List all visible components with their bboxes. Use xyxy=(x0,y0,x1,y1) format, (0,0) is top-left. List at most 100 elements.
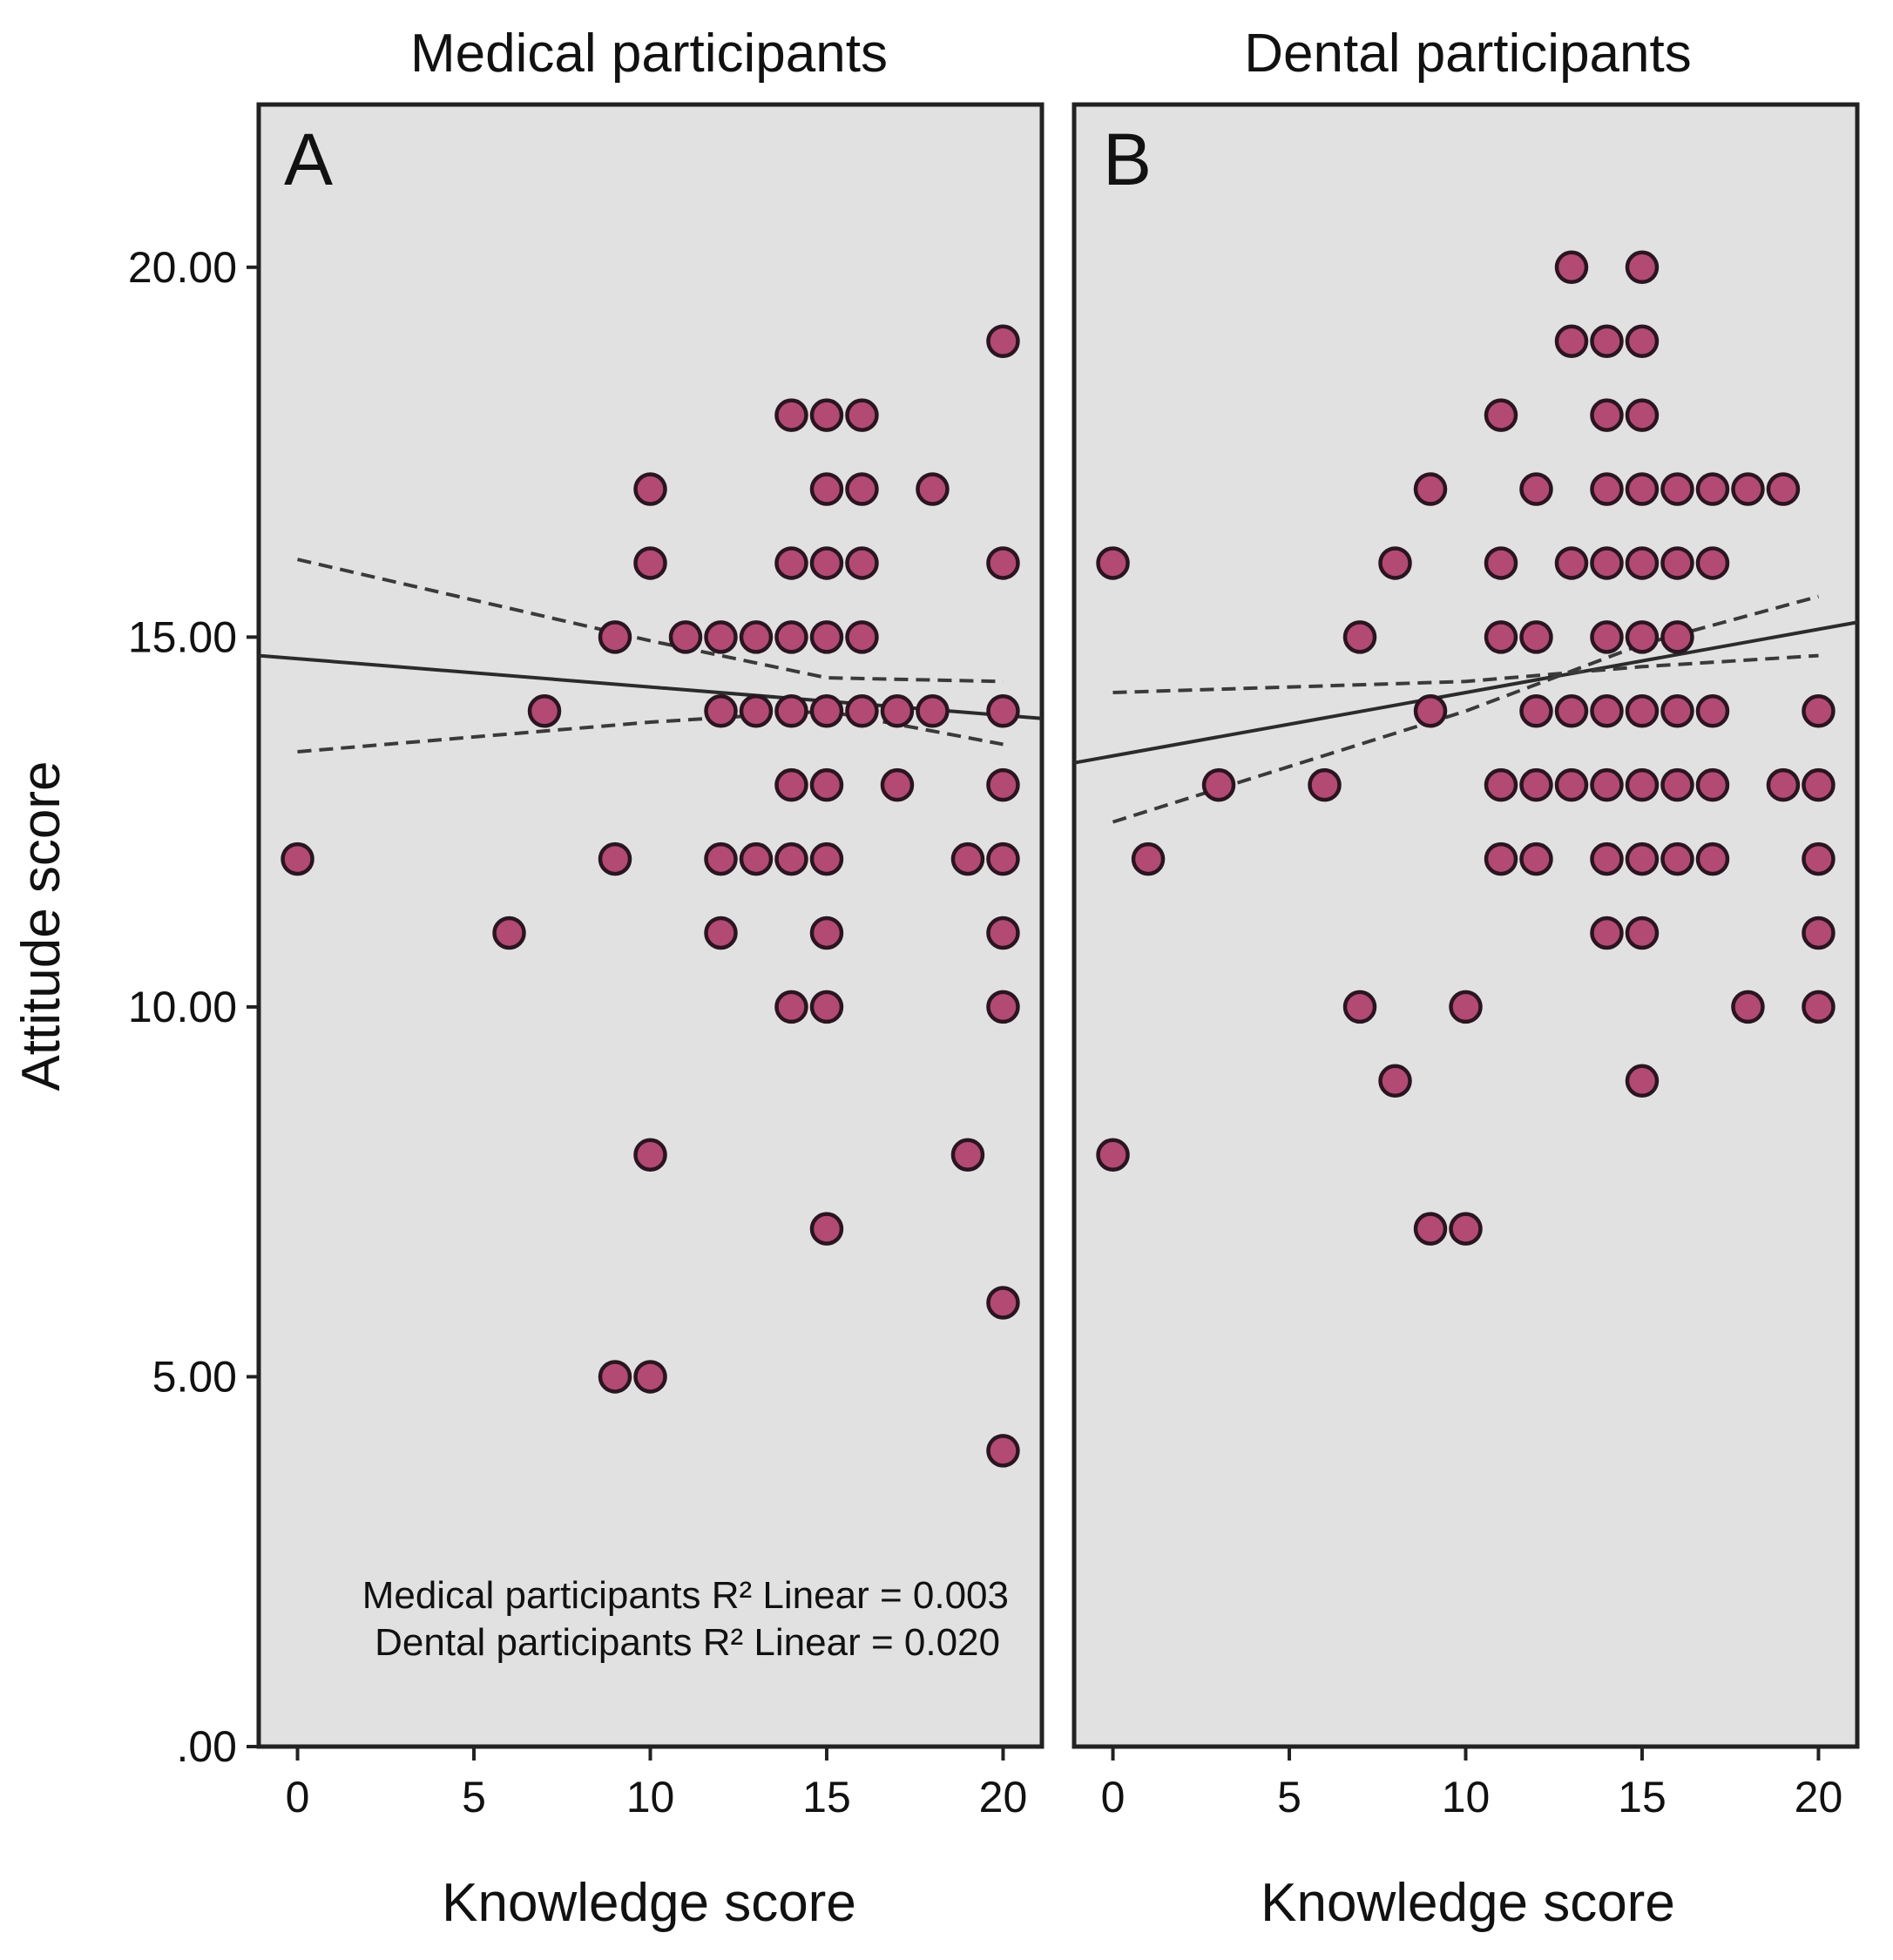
data-point xyxy=(1096,546,1130,580)
data-point xyxy=(598,620,632,654)
data-point xyxy=(986,767,1020,802)
x-axis-title-medical: Knowledge score xyxy=(442,1873,856,1933)
panel-medical: Medical participants A .005.0010.0015.00… xyxy=(128,24,1045,1933)
data-point xyxy=(492,916,526,950)
data-point xyxy=(598,1360,632,1394)
data-point xyxy=(1695,546,1730,580)
data-point xyxy=(1554,250,1589,285)
data-point xyxy=(845,694,879,728)
data-point xyxy=(739,620,774,654)
ci-upper-medical xyxy=(297,558,1004,684)
legend-line-dental: Dental participants R² Linear = 0.020 xyxy=(375,1621,1000,1664)
data-point xyxy=(1201,767,1236,802)
data-point xyxy=(1695,767,1730,802)
ci-upper-dental xyxy=(1112,653,1819,694)
points-medical xyxy=(281,324,1020,1468)
data-point xyxy=(809,694,844,728)
data-point xyxy=(704,916,738,950)
data-point xyxy=(1625,1064,1660,1098)
data-point xyxy=(1625,694,1660,728)
data-point xyxy=(1802,694,1836,728)
data-point xyxy=(1590,694,1624,728)
data-point xyxy=(704,841,738,876)
data-point xyxy=(809,990,844,1024)
data-point xyxy=(1660,546,1694,580)
x-tick-label: 15 xyxy=(1618,1773,1667,1821)
data-point xyxy=(1695,841,1730,876)
y-tick-label: 10.00 xyxy=(128,983,237,1031)
data-point xyxy=(1554,767,1589,802)
data-point xyxy=(986,1286,1020,1320)
data-point xyxy=(281,841,314,876)
data-point xyxy=(1342,620,1377,654)
data-point xyxy=(986,990,1020,1024)
data-point xyxy=(1590,472,1624,506)
data-point xyxy=(774,694,808,728)
plot-area-dental xyxy=(1072,102,1860,1749)
data-point xyxy=(916,694,950,728)
data-point xyxy=(1802,841,1836,876)
data-point xyxy=(1590,767,1624,802)
data-point xyxy=(845,472,879,506)
data-point xyxy=(986,916,1020,950)
data-point xyxy=(1342,990,1377,1024)
ci-lower-dental xyxy=(1112,594,1820,824)
data-point xyxy=(1802,916,1836,950)
data-point xyxy=(1731,990,1765,1024)
x-tick-label: 0 xyxy=(286,1773,310,1821)
data-point xyxy=(809,620,844,654)
data-point xyxy=(1413,1212,1448,1246)
data-point xyxy=(774,546,808,580)
data-point xyxy=(633,472,667,506)
data-point xyxy=(774,620,808,654)
x-tick-label: 15 xyxy=(802,1773,851,1821)
panel-letter-a: A xyxy=(284,118,333,200)
data-point xyxy=(633,1138,667,1172)
points-dental xyxy=(1096,250,1836,1246)
data-point xyxy=(1625,250,1660,285)
data-point xyxy=(1660,694,1694,728)
legend-line-medical: Medical participants R² Linear = 0.003 xyxy=(362,1574,1009,1617)
data-point xyxy=(1484,620,1518,654)
fit-line-dental xyxy=(1073,620,1858,765)
data-point xyxy=(809,767,844,802)
data-point xyxy=(1802,990,1836,1024)
data-point xyxy=(774,398,808,432)
data-point xyxy=(774,990,808,1024)
y-tick-label: 5.00 xyxy=(152,1352,237,1401)
data-point xyxy=(1766,472,1801,506)
data-point xyxy=(1554,324,1589,358)
regression-lines-dental xyxy=(1073,594,1858,824)
data-point xyxy=(845,398,879,432)
data-point xyxy=(1413,694,1448,728)
data-point xyxy=(1625,767,1660,802)
data-point xyxy=(1695,472,1730,506)
x-tick-label: 20 xyxy=(979,1773,1028,1821)
panel-title-medical: Medical participants xyxy=(410,24,888,84)
data-point xyxy=(739,694,774,728)
data-point xyxy=(1625,620,1660,654)
data-point xyxy=(1554,694,1589,728)
data-point xyxy=(986,694,1020,728)
data-point xyxy=(1625,324,1660,358)
data-point xyxy=(1590,916,1624,950)
data-point xyxy=(1484,398,1518,432)
data-point xyxy=(633,546,667,580)
data-point xyxy=(704,694,738,728)
data-point xyxy=(1590,398,1624,432)
data-point xyxy=(1660,472,1694,506)
data-point xyxy=(845,546,879,580)
data-point xyxy=(633,1360,667,1394)
data-point xyxy=(809,546,844,580)
data-point xyxy=(1625,916,1660,950)
x-tick-label: 10 xyxy=(1442,1773,1491,1821)
x-tick-label: 0 xyxy=(1101,1773,1126,1821)
y-axis-title: Attitude score xyxy=(11,760,71,1091)
data-point xyxy=(986,1434,1020,1468)
data-point xyxy=(880,694,915,728)
y-tick-label: .00 xyxy=(176,1722,237,1771)
panel-dental: Dental participants B 0 5 10 15 20 Knowledge… xyxy=(1072,24,1860,1933)
data-point xyxy=(1766,767,1801,802)
data-point xyxy=(1519,694,1553,728)
